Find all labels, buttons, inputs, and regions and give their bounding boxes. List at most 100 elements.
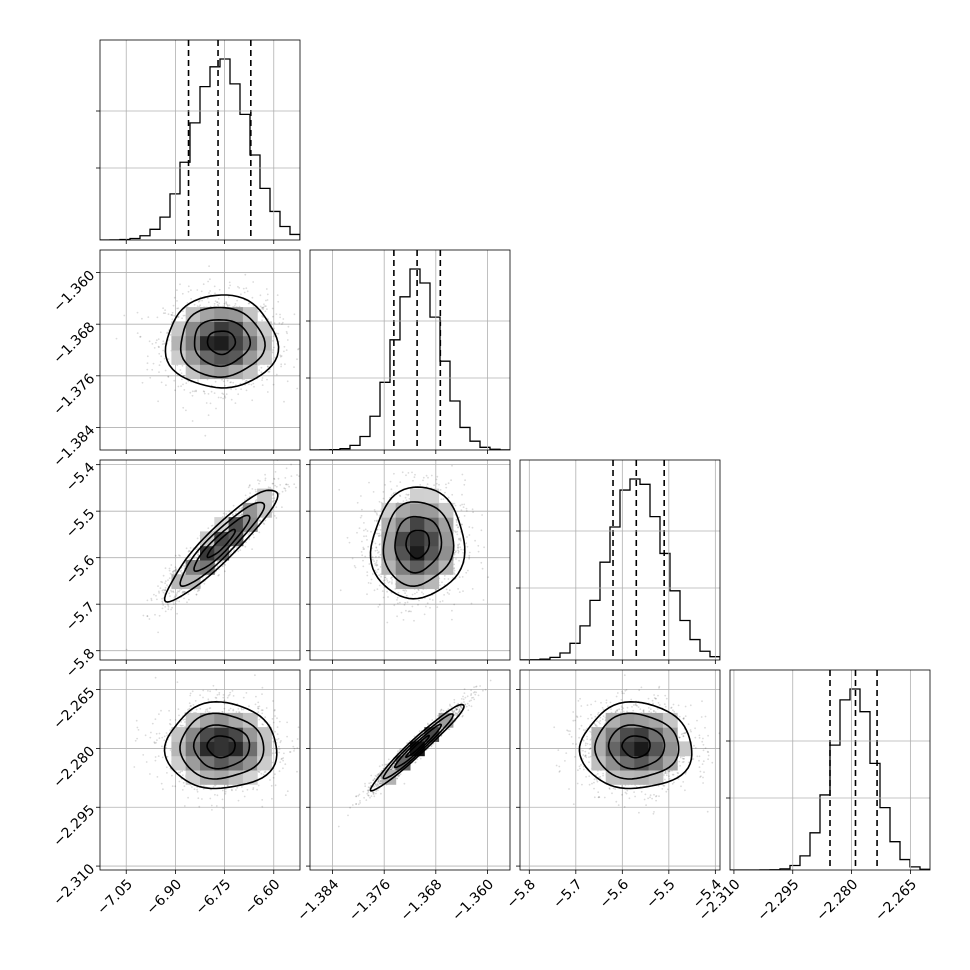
scatter-point (458, 537, 460, 540)
scatter-point (175, 568, 178, 570)
contour-level-2 (382, 501, 455, 588)
scatter-point (346, 536, 349, 539)
scatter-point (272, 383, 275, 386)
scatter-point (453, 573, 456, 575)
scatter-point (468, 557, 471, 560)
scatter-point (462, 548, 465, 551)
scatter-point (465, 510, 468, 512)
scatter-point (271, 351, 274, 354)
contour-level-3 (369, 486, 466, 600)
density-cell (257, 350, 272, 365)
scatter-point (247, 302, 250, 305)
scatter-point (183, 590, 186, 593)
scatter-point (172, 572, 175, 575)
histogram-grid-3 (730, 670, 930, 870)
scatter-point (185, 409, 187, 412)
scatter-point (191, 394, 194, 397)
scatter-point (275, 313, 278, 315)
scatter-point (303, 351, 305, 353)
scatter-point (170, 589, 172, 592)
scatter-point (164, 588, 167, 591)
scatter-point (190, 705, 193, 707)
scatter-point (277, 332, 280, 335)
scatter-point (396, 599, 398, 601)
scatter-point (375, 512, 378, 515)
density-cell (242, 517, 258, 532)
scatter-point (234, 402, 237, 404)
scatter-point (421, 591, 423, 594)
scatter-point (146, 599, 149, 602)
scatter-point (245, 379, 248, 382)
scatter-point (436, 475, 439, 478)
scatter-point (164, 589, 166, 592)
scatter-point (158, 592, 161, 594)
scatter-point (242, 287, 245, 290)
scatter-point (290, 475, 293, 478)
scatter-point (166, 331, 169, 334)
scatter-point (265, 299, 267, 302)
scatter-point (187, 593, 190, 596)
scatter-point (423, 613, 426, 616)
scatter-point (286, 332, 288, 335)
scatter-point (386, 580, 389, 582)
scatter-point (468, 526, 471, 528)
scatter-point (181, 378, 183, 381)
scatter-point (266, 299, 269, 301)
scatter-point (182, 565, 185, 567)
scatter-point (477, 544, 480, 547)
scatter-point (363, 535, 365, 538)
scatter-point (483, 546, 485, 549)
scatter-point (384, 576, 387, 579)
scatter-point (366, 530, 369, 532)
scatter-point (261, 319, 263, 322)
scatter-point (296, 474, 298, 476)
scatter-point (375, 555, 377, 558)
scatter-point (236, 299, 239, 302)
scatter-point (403, 589, 406, 592)
scatter-point (379, 553, 382, 556)
scatter-point (184, 314, 186, 317)
density-cell (242, 502, 258, 518)
scatter-point (272, 494, 274, 496)
scatter-point (178, 554, 180, 557)
scatter-point (458, 538, 461, 541)
scatter-point (208, 711, 211, 714)
scatter-point (228, 304, 231, 307)
scatter-point (230, 398, 233, 401)
scatter-point (278, 493, 281, 495)
scatter-point (245, 541, 247, 544)
scatter-point (162, 312, 165, 315)
scatter-point (163, 357, 166, 360)
scatter-point (458, 591, 461, 593)
density-cell (410, 517, 425, 532)
scatter-point (159, 361, 162, 363)
scatter-point (487, 576, 490, 579)
scatter-point (181, 317, 184, 320)
scatter-point (188, 598, 190, 601)
scatter-point (431, 599, 434, 601)
scatter-point (282, 318, 285, 320)
scatter-point (180, 569, 183, 572)
scatter-point (376, 519, 378, 522)
scatter-point (223, 302, 226, 305)
scatter-point (387, 581, 390, 584)
scatter-point (273, 497, 275, 500)
scatter-point (255, 498, 258, 501)
scatter-point (190, 289, 192, 291)
density-cell (410, 488, 425, 504)
scatter-point (402, 619, 405, 621)
scatter-point (166, 584, 168, 587)
scatter-point (226, 379, 229, 382)
density-cell (214, 335, 230, 351)
scatter-point (225, 393, 228, 395)
scatter-point (180, 385, 183, 388)
histogram-step-line (310, 268, 510, 450)
scatter-point (377, 552, 379, 554)
scatter-point (370, 530, 372, 533)
scatter-point (438, 584, 441, 587)
scatter-point (271, 307, 274, 310)
scatter-point (187, 285, 190, 288)
scatter-point (189, 391, 192, 394)
scatter-point (470, 602, 473, 605)
scatter-point (378, 574, 381, 576)
